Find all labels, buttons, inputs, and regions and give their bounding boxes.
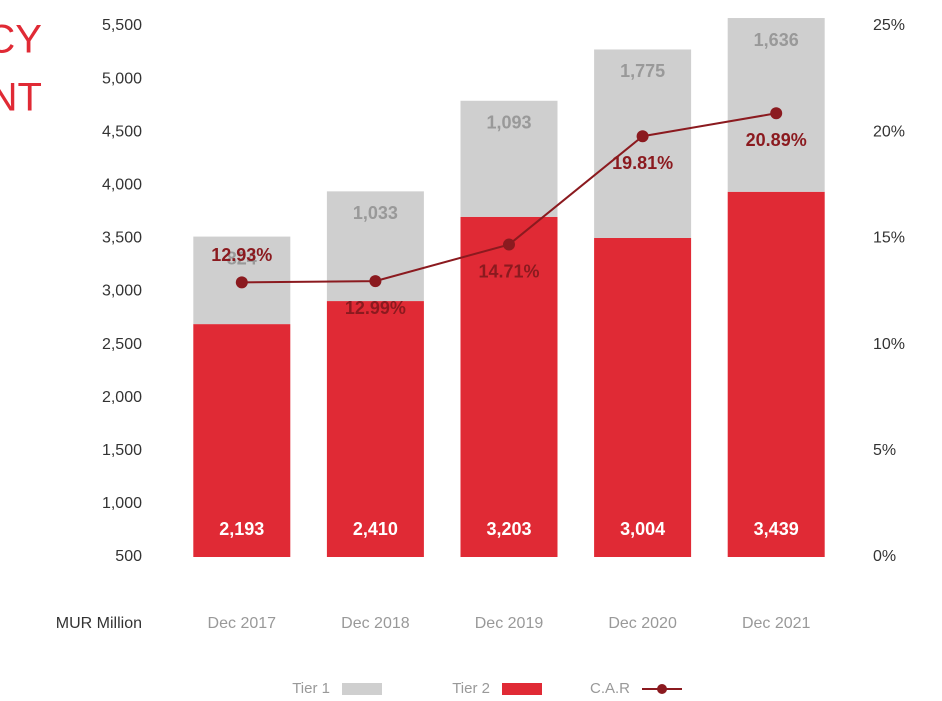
value-label: 3,203 <box>486 519 531 539</box>
bar-segment <box>728 192 825 557</box>
title-fragment: CY <box>0 18 42 62</box>
point <box>369 275 381 287</box>
legend-swatch <box>342 683 382 695</box>
value-label: 2,410 <box>353 519 398 539</box>
legend-swatch <box>502 683 542 695</box>
y-tick-label: 1,000 <box>102 495 142 512</box>
bar-segment <box>594 238 691 557</box>
y-tick-label: 2,000 <box>102 389 142 406</box>
legend-point <box>657 684 667 694</box>
value-label: 3,004 <box>620 519 665 539</box>
x-tick-label: Dec 2020 <box>608 615 677 632</box>
page: {"chart_data": { "type": "bar", "title_l… <box>0 0 942 701</box>
point <box>637 130 649 142</box>
x-tick-label: Dec 2019 <box>475 615 544 632</box>
y2-tick-label: 15% <box>873 230 905 247</box>
point <box>503 239 515 251</box>
y-tick-label: 5,000 <box>102 70 142 87</box>
y-tick-label: 3,000 <box>102 283 142 300</box>
value-label: 20.89% <box>746 130 807 150</box>
y2-tick-label: 0% <box>873 548 896 565</box>
y-tick-label: 500 <box>115 548 142 565</box>
point <box>236 276 248 288</box>
value-label: 1,636 <box>754 30 799 50</box>
y2-tick-label: 20% <box>873 123 905 140</box>
value-label: 1,775 <box>620 61 665 81</box>
value-label: 1,093 <box>486 113 531 133</box>
value-label: 12.99% <box>345 298 406 318</box>
y2-tick-label: 5% <box>873 442 896 459</box>
y-tick-label: 4,500 <box>102 123 142 140</box>
x-tick-label: Dec 2021 <box>742 615 811 632</box>
value-label: 1,033 <box>353 203 398 223</box>
x-tick-label: Dec 2018 <box>341 615 410 632</box>
value-label: 3,439 <box>754 519 799 539</box>
y-tick-label: 5,500 <box>102 17 142 34</box>
value-label: 14.71% <box>478 261 539 281</box>
chart: CY NT MUR Million 500 1,000 1,500 2,000 2,50… <box>0 0 942 701</box>
value-label: 12.93% <box>211 245 272 265</box>
y-tick-label: 2,500 <box>102 336 142 353</box>
point <box>770 107 782 119</box>
x-tick-label: Dec 2017 <box>208 615 277 632</box>
y2-tick-label: 25% <box>873 17 905 34</box>
legend-label: C.A.R <box>590 680 630 697</box>
y-tick-label: 1,500 <box>102 442 142 459</box>
value-label: 2,193 <box>219 519 264 539</box>
value-label: 19.81% <box>612 153 673 173</box>
title-fragment: NT <box>0 76 42 120</box>
y2-tick-label: 10% <box>873 336 905 353</box>
x-axis-label: MUR Million <box>56 615 142 632</box>
y-tick-label: 4,000 <box>102 177 142 194</box>
y-tick-label: 3,500 <box>102 230 142 247</box>
legend-label: Tier 2 <box>452 680 490 697</box>
legend-label: Tier 1 <box>292 680 330 697</box>
